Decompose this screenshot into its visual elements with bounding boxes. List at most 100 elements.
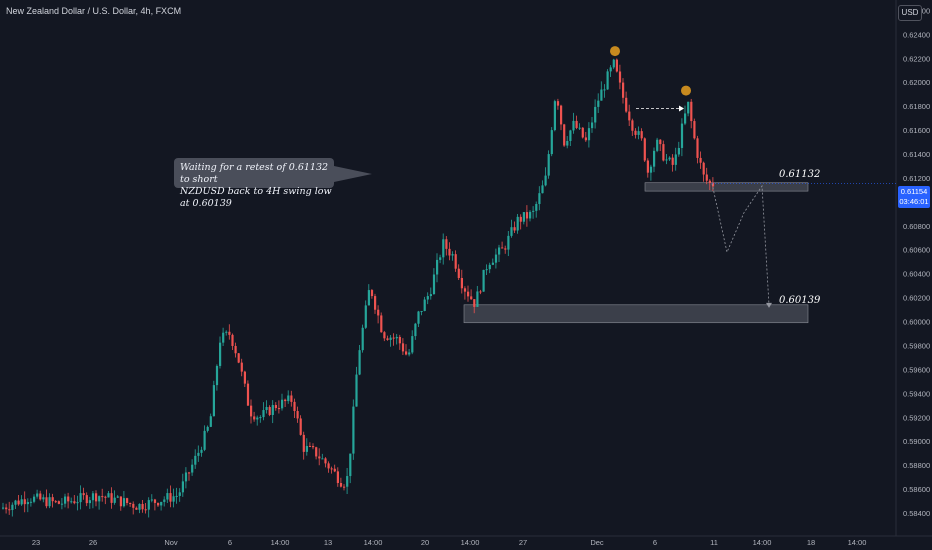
- candle-body: [380, 315, 383, 333]
- candle-body: [401, 343, 405, 352]
- candle-body: [507, 235, 510, 250]
- candle-body: [544, 175, 547, 186]
- candle-body: [110, 493, 113, 503]
- candle-body: [460, 277, 463, 289]
- y-tick-label: 0.61200: [903, 174, 930, 183]
- y-tick-label: 0.60400: [903, 270, 930, 279]
- candle-body: [563, 124, 566, 146]
- candle-body: [364, 305, 367, 328]
- candle-body: [538, 193, 541, 204]
- candle-body: [436, 259, 439, 275]
- candle-body: [519, 216, 522, 222]
- x-tick-label: 6: [228, 538, 232, 547]
- last-price-tag: 0.61154 03:46:01: [898, 186, 930, 208]
- candle-body: [48, 497, 51, 507]
- x-tick-label: 11: [710, 538, 718, 547]
- candle-body: [408, 352, 411, 355]
- candle-body: [687, 101, 690, 114]
- candle-body: [473, 299, 476, 307]
- x-tick-label: 27: [519, 538, 527, 547]
- candle-body: [160, 501, 163, 506]
- y-tick-label: 0.62400: [903, 30, 930, 39]
- candle-body: [491, 262, 494, 265]
- candle-body: [414, 323, 417, 337]
- candle-body: [420, 310, 423, 312]
- support-level-label: 0.60139: [779, 295, 821, 306]
- candle-body: [339, 482, 343, 487]
- candle-body: [426, 296, 429, 300]
- candle-body: [609, 67, 612, 72]
- candle-body: [153, 499, 157, 503]
- candle-body: [138, 503, 141, 510]
- candle-body: [516, 216, 519, 231]
- candle-body: [144, 509, 147, 511]
- candle-body: [290, 395, 293, 402]
- projected-path-arrowhead: [766, 302, 772, 308]
- candle-body: [76, 502, 79, 504]
- candle-body: [82, 493, 85, 496]
- annotation-pointer: [334, 166, 372, 182]
- candle-body: [498, 247, 501, 255]
- candle-body: [67, 496, 70, 502]
- candle-body: [643, 138, 646, 161]
- candle-body: [54, 501, 57, 503]
- candle-body: [234, 345, 237, 354]
- candle-body: [656, 139, 659, 151]
- candle-body: [305, 445, 308, 452]
- candle-body: [702, 162, 705, 175]
- candle-body: [113, 497, 116, 503]
- candle-body: [184, 472, 188, 482]
- candle-body: [355, 374, 358, 407]
- candle-body: [51, 497, 54, 502]
- y-tick-label: 0.61600: [903, 126, 930, 135]
- candle-body: [535, 203, 538, 211]
- candle-body: [141, 503, 144, 510]
- candle-body: [525, 212, 529, 219]
- candle-body: [510, 227, 513, 236]
- y-tick-label: 0.59200: [903, 413, 930, 422]
- candle-body: [175, 495, 178, 497]
- candle-body: [361, 327, 364, 351]
- candle-body: [432, 274, 436, 295]
- candle-body: [287, 395, 290, 402]
- candle-body: [132, 503, 135, 508]
- y-tick-label: 0.59800: [903, 341, 930, 350]
- candle-body: [45, 497, 48, 507]
- candle-body: [383, 332, 386, 339]
- candle-body: [479, 291, 482, 293]
- candle-body: [649, 166, 653, 173]
- x-tick-label: 14:00: [364, 538, 383, 547]
- candle-body: [212, 385, 215, 417]
- y-tick-label: 0.58800: [903, 461, 930, 470]
- candle-body: [281, 399, 284, 409]
- candle-body: [8, 509, 11, 511]
- candle-body: [634, 130, 637, 135]
- candle-body: [253, 416, 256, 420]
- candle-body: [240, 362, 243, 372]
- retest-arrow-head: [679, 105, 684, 112]
- candle-body: [259, 417, 262, 419]
- y-tick-label: 0.59000: [903, 437, 930, 446]
- currency-button[interactable]: USD: [898, 5, 922, 21]
- candle-body: [553, 101, 556, 131]
- candle-body: [575, 120, 578, 128]
- candle-body: [653, 150, 656, 167]
- candle-body: [26, 502, 29, 505]
- x-tick-label: 18: [807, 538, 815, 547]
- candle-body: [206, 426, 209, 431]
- candle-body: [197, 452, 200, 456]
- candle-body: [262, 410, 265, 418]
- y-tick-label: 0.60600: [903, 246, 930, 255]
- candle-body: [693, 121, 696, 139]
- candle-body: [209, 416, 212, 427]
- candle-body: [308, 445, 312, 447]
- candle-body: [690, 101, 693, 122]
- candle-body: [367, 290, 370, 306]
- candle-body: [60, 503, 64, 505]
- candle-body: [665, 159, 668, 161]
- candle-body: [42, 497, 45, 500]
- y-tick-label: 0.60200: [903, 294, 930, 303]
- candle-body: [36, 493, 39, 497]
- candle-body: [628, 111, 631, 121]
